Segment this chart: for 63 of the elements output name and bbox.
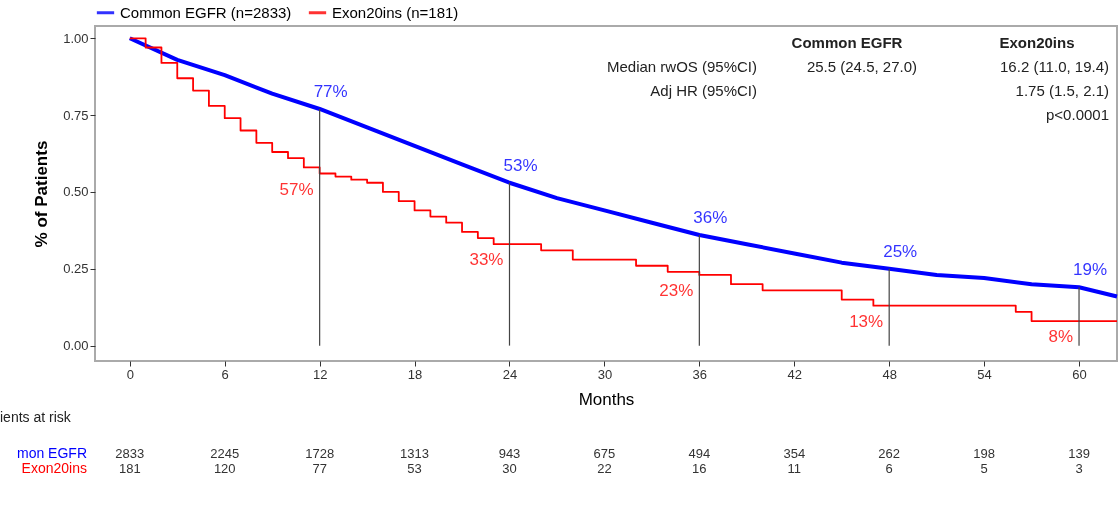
- text: 77: [312, 460, 327, 476]
- text: 16: [692, 460, 707, 476]
- category-label: Exon20ins: [21, 459, 87, 476]
- category-label: mon EGFR: [16, 444, 87, 461]
- x-tick-label: 54: [977, 366, 992, 382]
- text: 943: [498, 445, 521, 461]
- x-tick-label: 12: [312, 366, 328, 382]
- text: 53: [407, 460, 422, 476]
- text: 181: [118, 460, 141, 476]
- x-axis-title: Months: [578, 389, 635, 409]
- annotation: 36%: [693, 207, 728, 227]
- x-tick-label: 6: [221, 366, 229, 382]
- text: 2245: [210, 445, 240, 461]
- text: 22: [597, 460, 612, 476]
- annotation: 53%: [503, 155, 538, 175]
- annotation: 77%: [313, 81, 348, 101]
- y-axis-title: % of Patients: [32, 140, 52, 248]
- annotation: 23%: [659, 280, 694, 300]
- annotation: 8%: [1048, 327, 1074, 347]
- x-tick-label: 42: [787, 366, 802, 382]
- text: 1313: [400, 445, 430, 461]
- text: 139: [1068, 445, 1090, 461]
- text: 120: [213, 460, 236, 476]
- annotation: 25%: [883, 241, 918, 261]
- text: ients at risk: [0, 409, 72, 425]
- x-tick-label: 0: [126, 366, 134, 382]
- text: 262: [878, 445, 901, 461]
- y-tick-label: 0.75: [63, 107, 89, 123]
- y-tick-label: 1.00: [63, 30, 89, 46]
- annotation: Common EGFR: [791, 34, 903, 51]
- text: 198: [973, 445, 995, 461]
- legend-label: Exon20ins (n=181): [332, 3, 459, 21]
- annotation: Adj HR (95%CI): [650, 82, 757, 99]
- text: 494: [688, 445, 711, 461]
- x-tick-label: 18: [407, 366, 423, 382]
- text: 11: [787, 460, 802, 476]
- text: 6: [885, 460, 893, 476]
- text: 30: [502, 460, 517, 476]
- x-tick-label: 48: [882, 366, 897, 382]
- annotation: 1.75 (1.5, 2.1): [1015, 82, 1109, 99]
- x-tick-label: 36: [692, 366, 708, 382]
- annotation: 57%: [279, 179, 314, 199]
- annotation: 19%: [1073, 260, 1108, 280]
- legend-label: Common EGFR (n=2833): [120, 3, 292, 21]
- text: 675: [593, 445, 616, 461]
- annotation: 13%: [849, 311, 884, 331]
- x-tick-label: 60: [1072, 366, 1087, 382]
- text: 3: [1075, 460, 1083, 476]
- annotation: p<0.0001: [1046, 106, 1109, 123]
- text: 2833: [115, 445, 145, 461]
- annotation: 16.2 (11.0, 19.4): [1000, 58, 1109, 75]
- annotation: Median rwOS (95%CI): [606, 58, 757, 75]
- text: 5: [980, 460, 988, 476]
- x-tick-label: 24: [502, 366, 518, 382]
- text: 354: [783, 445, 806, 461]
- y-tick-label: 0.25: [63, 261, 89, 277]
- y-tick-label: 0.00: [63, 338, 89, 354]
- annotation: 33%: [469, 250, 504, 270]
- y-tick-label: 0.50: [63, 184, 89, 200]
- x-tick-label: 30: [597, 366, 613, 382]
- annotation: Exon20ins: [999, 34, 1075, 51]
- annotation: 25.5 (24.5, 27.0): [806, 58, 917, 75]
- text: 1728: [305, 445, 335, 461]
